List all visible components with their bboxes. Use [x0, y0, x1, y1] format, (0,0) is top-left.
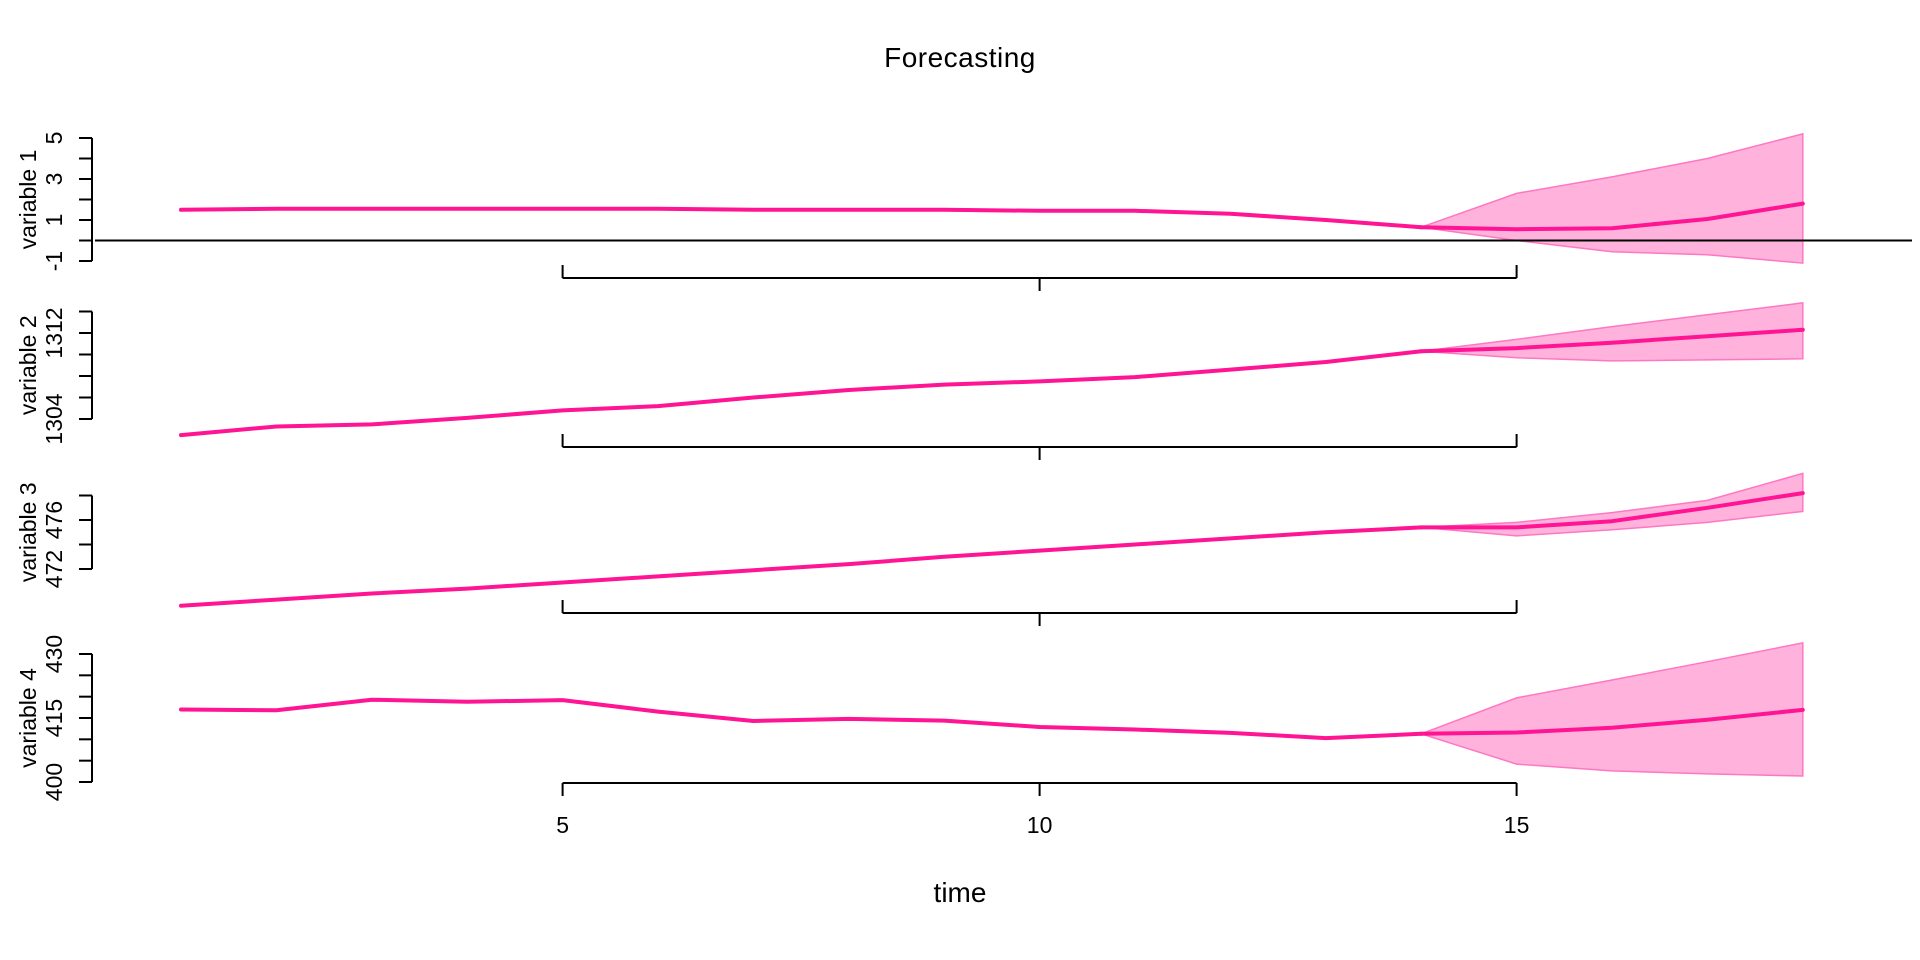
y-tick-label: 472 — [41, 550, 67, 588]
chart-title: Forecasting — [884, 42, 1036, 73]
y-tick-label: 3 — [41, 173, 67, 186]
observed-series-line — [179, 697, 1424, 741]
x-tick-label: 10 — [1027, 812, 1053, 838]
x-axis-title: time — [933, 877, 987, 908]
y-tick-label: 5 — [41, 132, 67, 145]
x-tick-label: 15 — [1504, 812, 1530, 838]
forecast-mean-line — [1419, 707, 1805, 736]
y-tick-label: 1304 — [41, 393, 67, 444]
y-tick-label: 415 — [41, 699, 67, 737]
x-tick-label: 5 — [556, 812, 569, 838]
y-axis-variable-label: variable 3 — [15, 482, 41, 582]
y-tick-label: -1 — [41, 251, 67, 271]
y-axis-variable-label: variable 2 — [15, 315, 41, 415]
y-tick-label: 400 — [41, 763, 67, 801]
observed-series-line — [179, 206, 1424, 230]
forecast-interval-band — [1418, 641, 1804, 777]
y-tick-label: 430 — [41, 635, 67, 673]
observed-series-line — [179, 349, 1424, 438]
forecast-mean-line — [1419, 327, 1805, 354]
y-axis-variable-label: variable 1 — [15, 150, 41, 250]
forecast-mean-line — [1419, 491, 1805, 530]
y-axis-variable-label: variable 4 — [15, 668, 41, 768]
forecast-mean-line — [1419, 201, 1805, 232]
y-tick-label: 476 — [41, 501, 67, 539]
y-tick-label: 1 — [41, 214, 67, 227]
observed-series-line — [179, 525, 1424, 608]
y-tick-label: 1312 — [41, 307, 67, 358]
forecast-interval-band — [1420, 132, 1804, 264]
